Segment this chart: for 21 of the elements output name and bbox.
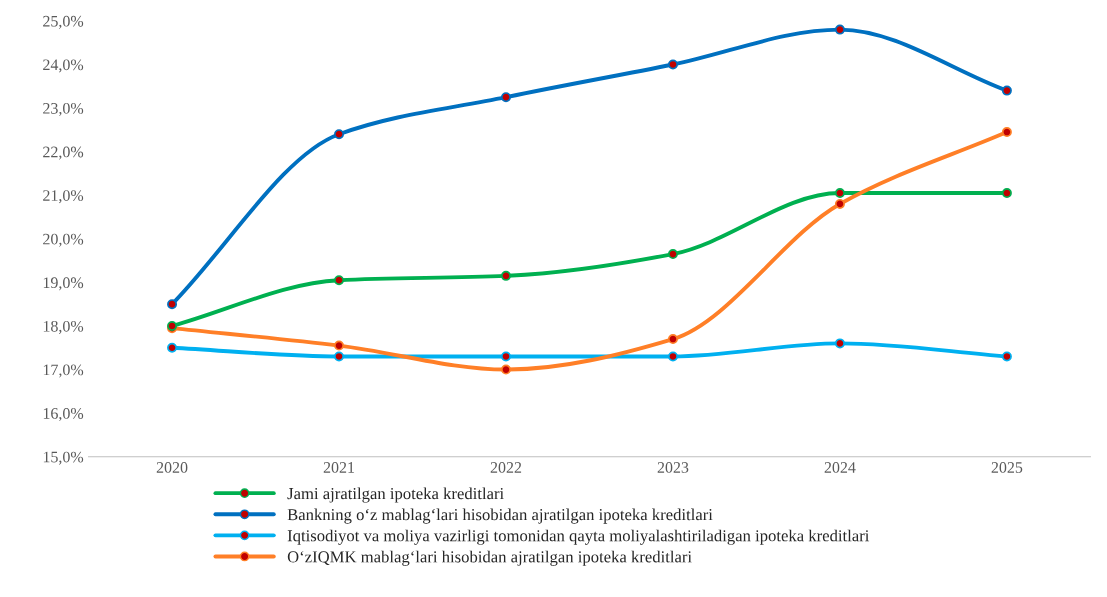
- y-tick-label: 22,0%: [43, 146, 84, 160]
- legend-label: O‘zIQMK mablag‘lari hisobidan ajratilgan ipoteka kreditlari: [287, 550, 692, 566]
- legend-label: Jami ajratilgan ipoteka kreditlari: [287, 487, 504, 503]
- y-tick-label: 20,0%: [43, 233, 84, 247]
- y-tick-label: 24,0%: [43, 59, 84, 73]
- y-tick-label: 16,0%: [43, 408, 84, 422]
- y-tick-label: 25,0%: [43, 15, 84, 29]
- y-tick-label: 17,0%: [43, 364, 84, 378]
- x-tick-label: 2020: [156, 462, 188, 473]
- y-tick-label: 15,0%: [43, 451, 84, 465]
- x-tick-label: 2023: [657, 462, 689, 473]
- x-tick-label: 2025: [991, 462, 1023, 473]
- legend-label: Iqtisodiyot va moliya vazirligi tomonidan qayta moliyalashtiriladigan ipoteka kreditlari: [287, 529, 870, 545]
- y-tick-label: 23,0%: [43, 102, 84, 117]
- x-tick-label: 2021: [323, 462, 355, 473]
- y-tick-label: 18,0%: [43, 320, 84, 334]
- y-tick-label: 19,0%: [43, 277, 84, 291]
- x-tick-label: 2022: [490, 462, 522, 473]
- x-tick-label: 2024: [824, 462, 856, 473]
- legend-label: Bankning o‘z mablag‘lari hisobidan ajratilgan ipoteka kreditlari: [287, 508, 713, 524]
- y-tick-label: 21,0%: [43, 190, 84, 204]
